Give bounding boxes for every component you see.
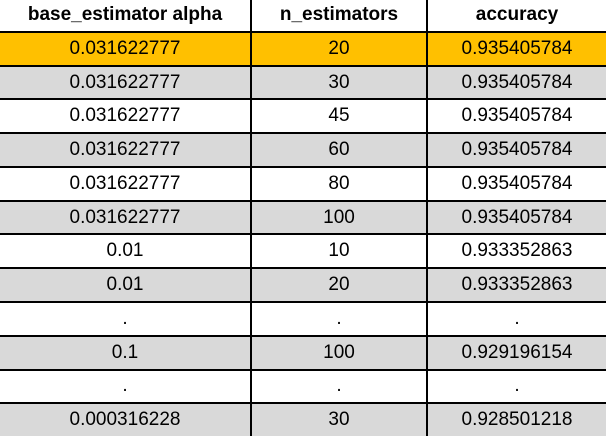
cell-accuracy: 0.935405784 xyxy=(428,66,606,99)
cell-alpha: . xyxy=(0,303,250,335)
cell-accuracy: 0.929196154 xyxy=(428,336,606,369)
cell-n-estimators: 30 xyxy=(252,66,426,99)
cell-accuracy: 0.933352863 xyxy=(428,269,606,301)
table-row: 0.01 10 0.933352863 xyxy=(0,235,606,268)
cell-n-estimators: 10 xyxy=(252,235,426,268)
cell-alpha: 0.000316228 xyxy=(0,404,250,436)
table-row-highlighted: 0.031622777 20 0.935405784 xyxy=(0,32,606,65)
table-row: 0.031622777 45 0.935405784 xyxy=(0,100,606,133)
table-row: 0.000316228 30 0.928501218 xyxy=(0,404,606,436)
table-row-ellipsis: . . . xyxy=(0,370,606,403)
cell-alpha: . xyxy=(0,370,250,403)
cell-n-estimators: 30 xyxy=(252,404,426,436)
table-row: 0.01 20 0.933352863 xyxy=(0,269,606,301)
cell-accuracy: 0.935405784 xyxy=(428,167,606,200)
cell-alpha: 0.01 xyxy=(0,269,250,301)
cell-n-estimators: 80 xyxy=(252,167,426,200)
header-accuracy: accuracy xyxy=(428,0,606,31)
cell-alpha: 0.031622777 xyxy=(0,167,250,200)
table-row: 0.031622777 80 0.935405784 xyxy=(0,167,606,200)
cell-accuracy: 0.935405784 xyxy=(428,134,606,166)
cell-alpha: 0.031622777 xyxy=(0,66,250,99)
table-row: 0.1 100 0.929196154 xyxy=(0,336,606,369)
cell-n-estimators: . xyxy=(252,370,426,403)
cell-alpha: 0.1 xyxy=(0,336,250,369)
cell-n-estimators: 100 xyxy=(252,336,426,369)
cell-accuracy: 0.935405784 xyxy=(428,32,606,65)
cell-accuracy: . xyxy=(428,303,606,335)
table-row: 0.031622777 30 0.935405784 xyxy=(0,66,606,99)
cell-alpha: 0.01 xyxy=(0,235,250,268)
cell-accuracy: 0.928501218 xyxy=(428,404,606,436)
table-row: 0.031622777 100 0.935405784 xyxy=(0,201,606,234)
cell-n-estimators: . xyxy=(252,303,426,335)
cell-n-estimators: 60 xyxy=(252,134,426,166)
header-base-estimator-alpha: base_estimator alpha xyxy=(0,0,250,31)
table-row-ellipsis: . . . xyxy=(0,303,606,335)
cell-alpha: 0.031622777 xyxy=(0,201,250,234)
cell-alpha: 0.031622777 xyxy=(0,134,250,166)
cell-accuracy: . xyxy=(428,370,606,403)
cell-accuracy: 0.933352863 xyxy=(428,235,606,268)
cell-n-estimators: 100 xyxy=(252,201,426,234)
cell-n-estimators: 20 xyxy=(252,269,426,301)
cell-alpha: 0.031622777 xyxy=(0,100,250,133)
cell-alpha: 0.031622777 xyxy=(0,32,250,65)
cell-n-estimators: 45 xyxy=(252,100,426,133)
cell-accuracy: 0.935405784 xyxy=(428,201,606,234)
cell-n-estimators: 20 xyxy=(252,32,426,65)
cell-accuracy: 0.935405784 xyxy=(428,100,606,133)
table-row: 0.031622777 60 0.935405784 xyxy=(0,134,606,166)
table-header-row: base_estimator alpha n_estimators accura… xyxy=(0,0,606,31)
header-n-estimators: n_estimators xyxy=(252,0,426,31)
